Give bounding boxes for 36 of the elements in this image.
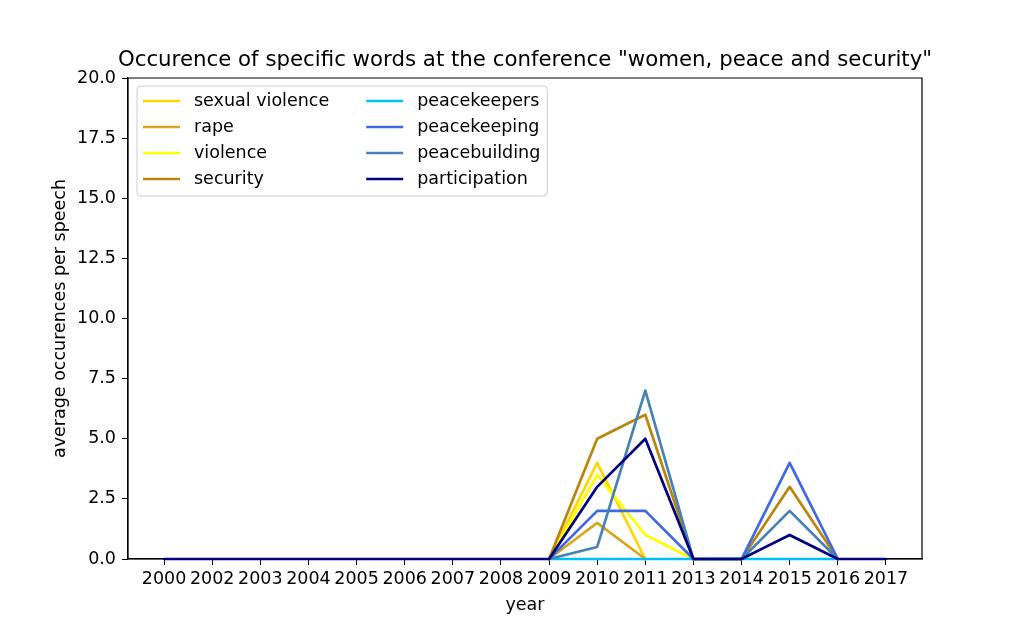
x-axis-title: year — [505, 594, 546, 615]
y-tick-label: 0.0 — [88, 547, 116, 568]
x-tick-label: 2011 — [623, 568, 668, 589]
y-tick-label: 10.0 — [77, 307, 116, 328]
chart-title: Occurence of specific words at the conference "women, peace and security" — [117, 46, 933, 71]
x-tick-label: 2009 — [526, 568, 572, 589]
legend-label: participation — [417, 167, 528, 188]
y-tick-label: 20.0 — [77, 66, 116, 87]
legend-label: peacekeeping — [417, 115, 540, 136]
x-tick-label: 2002 — [189, 568, 235, 589]
legend-label: sexual violence — [194, 89, 330, 110]
y-tick-label: 15.0 — [77, 186, 116, 207]
x-tick-label: 2015 — [767, 568, 812, 589]
x-tick-label: 2005 — [334, 568, 379, 589]
y-tick-label: 2.5 — [88, 487, 116, 508]
y-tick-label: 17.5 — [77, 126, 116, 147]
x-tick-label: 2014 — [719, 568, 764, 589]
y-tick-label: 12.5 — [77, 246, 116, 267]
y-tick-label: 7.5 — [88, 367, 116, 388]
x-tick-label: 2016 — [815, 568, 861, 589]
x-tick-label: 2007 — [430, 568, 476, 589]
x-tick-label: 2010 — [574, 568, 620, 589]
x-tick-label: 2003 — [238, 568, 283, 589]
legend-label: violence — [194, 141, 268, 162]
x-tick-label: 2008 — [478, 568, 524, 589]
legend-label: peacebuilding — [417, 141, 541, 162]
x-tick-label: 2006 — [382, 568, 427, 589]
legend-label: security — [194, 167, 264, 188]
x-tick-label: 2004 — [286, 568, 331, 589]
y-axis-title: average occurences per speech — [49, 178, 70, 459]
x-tick-label: 2013 — [671, 568, 716, 589]
y-tick-label: 5.0 — [88, 427, 116, 448]
legend-label: peacekeepers — [417, 89, 540, 110]
x-tick-label: 2000 — [141, 568, 187, 589]
legend-label: rape — [194, 115, 234, 136]
x-tick-label: 2017 — [863, 568, 909, 589]
